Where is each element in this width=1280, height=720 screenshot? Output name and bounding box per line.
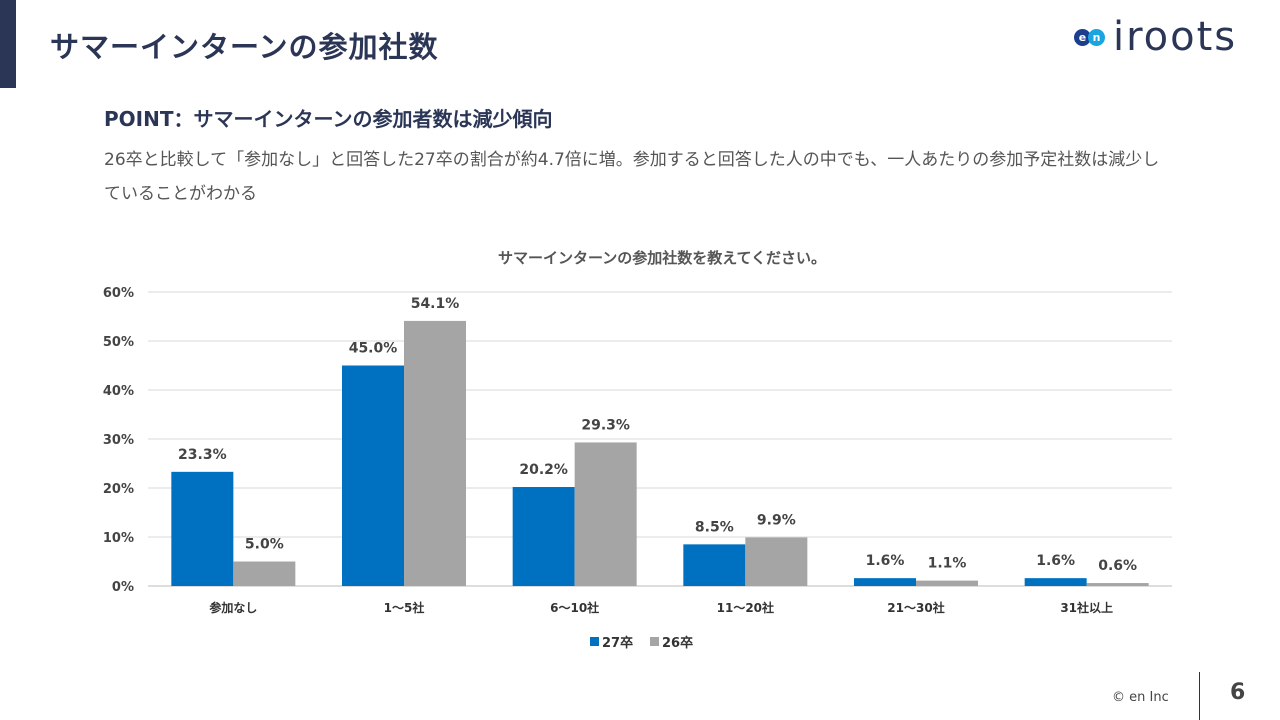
bar-26卒 <box>745 537 808 586</box>
x-tick-label: 21～30社 <box>887 600 944 615</box>
y-tick-label: 0% <box>112 580 134 595</box>
logo-text: iroots <box>1113 14 1238 60</box>
legend-label: 27卒 <box>602 635 633 651</box>
page-title: サマーインターンの参加社数 <box>50 30 439 64</box>
y-tick-label: 40% <box>103 384 134 399</box>
chart-title: サマーインターンの参加社数を教えてください。 <box>498 249 826 267</box>
title-accent-bar <box>0 0 16 88</box>
y-tick-label: 30% <box>103 433 134 448</box>
legend-swatch <box>590 637 599 646</box>
bar-26卒 <box>233 561 296 586</box>
data-label: 1.6% <box>1036 553 1075 569</box>
page-number: 6 <box>1230 680 1246 705</box>
y-tick-label: 50% <box>103 335 134 350</box>
bar-26卒 <box>574 442 637 586</box>
x-tick-label: 6～10社 <box>550 600 599 615</box>
data-label: 5.0% <box>245 537 284 553</box>
data-label: 54.1% <box>411 296 460 312</box>
data-label: 45.0% <box>349 341 398 357</box>
bar-27卒 <box>683 544 746 586</box>
bar-27卒 <box>1024 578 1087 586</box>
footer-divider <box>1199 672 1200 720</box>
x-tick-label: 参加なし <box>209 600 257 615</box>
y-tick-label: 60% <box>103 286 134 301</box>
bar-26卒 <box>1086 583 1149 586</box>
x-tick-label: 31社以上 <box>1060 600 1113 615</box>
bar-27卒 <box>512 487 575 586</box>
description: 26卒と比較して「参加なし」と回答した27卒の割合が約4.7倍に増。参加すると回… <box>104 150 1160 204</box>
data-label: 8.5% <box>695 519 734 535</box>
bar-26卒 <box>916 580 978 586</box>
data-label: 23.3% <box>178 447 227 463</box>
data-label: 1.1% <box>928 556 967 572</box>
data-label: 9.9% <box>757 512 796 528</box>
legend-label: 26卒 <box>662 635 693 651</box>
point-heading: POINT：サマーインターンの参加者数は減少傾向 <box>104 107 553 131</box>
bar-26卒 <box>404 320 466 586</box>
data-label: 1.6% <box>866 553 905 569</box>
data-label: 0.6% <box>1098 558 1137 574</box>
data-label: 29.3% <box>581 417 630 433</box>
x-tick-label: 11～20社 <box>717 600 774 615</box>
y-tick-label: 20% <box>103 482 134 497</box>
bar-27卒 <box>854 578 916 586</box>
bar-27卒 <box>342 365 404 586</box>
data-label: 20.2% <box>519 462 568 478</box>
legend-swatch <box>650 637 659 646</box>
copyright: © en Inc <box>1112 690 1169 705</box>
bar-27卒 <box>171 471 234 586</box>
x-tick-label: 1～5社 <box>384 600 425 615</box>
y-tick-label: 10% <box>103 531 134 546</box>
